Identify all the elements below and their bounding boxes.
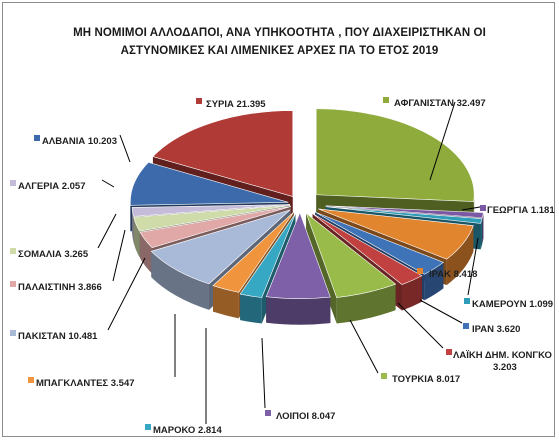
slice-label-13: ΑΛΓΕΡΙΑ 2.057 — [18, 181, 86, 192]
slice-label-11: ΠΑΛΑΙΣΤΙΝΗ 3.866 — [18, 282, 102, 293]
slice-ΠΑΛΑΙΣΤΙΝΗ — [139, 206, 291, 249]
leader-line-7 — [261, 337, 266, 409]
slice-label-15: ΣΥΡΙΑ 21.395 — [206, 99, 266, 110]
slice-rim-6 — [336, 284, 396, 324]
leader-line-6 — [349, 319, 379, 374]
slice-rim-5 — [401, 275, 422, 311]
slice-rim-8 — [240, 294, 262, 324]
leader-line-12 — [97, 213, 117, 249]
chart-title-line-1: ΜΗ ΝΟΜΙΜΟΙ ΑΛΛΟΔΑΠΟΙ, ΑΝΑ ΥΠΗΚΟΟΤΗΤΑ , Π… — [73, 27, 486, 39]
leader-line-5 — [397, 302, 444, 349]
label-marker-15 — [196, 98, 202, 104]
slice-rim-10 — [151, 251, 209, 310]
slice-label-12: ΣΟΜΑΛΙΑ 3.265 — [18, 249, 89, 260]
pie-top-faces — [130, 108, 484, 299]
slice-label-9: ΜΠΑΓΚΛΑΝΤΕΣ 3.547 — [36, 378, 135, 389]
leader-line-0 — [429, 101, 456, 181]
label-marker-14 — [34, 135, 40, 141]
leader-line-4 — [419, 299, 463, 324]
label-marker-3 — [417, 268, 423, 274]
slice-label-5: ΛΑΪΚΗ ΔΗΜ. ΚΟΝΓΚΟ 3.203 — [453, 350, 552, 373]
label-marker-13 — [10, 180, 16, 186]
slice-labels: ΑΦΓΑΝΙΣΤΑΝ 32.497 ΓΕΩΡΓΙΑ 1.181 ΚΑΜΕΡΟΥΝ 1… — [10, 97, 555, 436]
slice-label-1: ΓΕΩΡΓΙΑ 1.181 — [487, 205, 555, 216]
slice-rim-7 — [266, 296, 331, 325]
leader-line-14 — [119, 134, 131, 163]
slice-ΛΟΙΠΟΙ — [265, 211, 331, 299]
slice-label-4: ΙΡΑΝ 3.620 — [472, 324, 520, 335]
slice-label-14: ΑΛΒΑΝΙΑ 10.203 — [42, 136, 117, 147]
slice-ΑΦΓΑΝΙΣΤΑΝ — [315, 108, 475, 202]
slice-label-3: ΙΡΑΚ 8.418 — [429, 269, 477, 280]
slice-label-7: ΛΟΙΠΟΙ 8.047 — [276, 411, 335, 422]
chart-title-line-2: ΑΣΤΥΝΟΜΙΚΕΣ ΚΑΙ ΛΙΜΕΝΙΚΕΣ ΑΡΧΕΣ ΠΑ ΤΟ ΕΤ… — [120, 45, 439, 57]
slice-label-8: ΜΑΡΟΚΟ 2.814 — [153, 425, 222, 436]
label-marker-9 — [28, 377, 34, 383]
label-marker-4 — [463, 323, 469, 329]
slice-ΓΕΩΡΓΙΑ — [325, 205, 484, 219]
label-marker-2 — [464, 298, 470, 304]
label-marker-6 — [381, 373, 387, 379]
slice-ΑΛΒΑΝΙΑ — [130, 161, 289, 206]
label-marker-10 — [10, 330, 16, 336]
label-marker-8 — [145, 424, 151, 430]
slice-rim-9 — [213, 285, 239, 319]
label-marker-5 — [446, 349, 452, 355]
label-marker-11 — [10, 281, 16, 287]
slice-rim-12 — [133, 217, 140, 258]
slice-label-0: ΑΦΓΑΝΙΣΤΑΝ 32.497 — [394, 98, 486, 109]
slice-ΣΥΡΙΑ — [152, 110, 294, 197]
leader-line-13 — [101, 179, 115, 188]
slice-ΣΟΜΑΛΙΑ — [133, 205, 291, 232]
slice-rim-11 — [140, 232, 153, 274]
label-marker-12 — [10, 248, 16, 254]
leader-line-2 — [467, 237, 479, 296]
slice-label-2: ΚΑΜΕΡΟΥΝ 1.099 — [472, 299, 553, 310]
slice-ΙΡΑΚ — [318, 208, 474, 260]
label-marker-1 — [480, 205, 486, 211]
slice-rim-3 — [446, 225, 474, 286]
label-marker-7 — [265, 410, 271, 416]
label-marker-0 — [383, 97, 389, 103]
leader-line-11 — [112, 229, 126, 282]
slice-ΜΠΑΓΚΛΑΝΤΕΣ — [212, 211, 295, 293]
slice-ΑΛΓΕΡΙΑ — [131, 204, 291, 217]
slice-ΛΑΪΚΗ ΔΗΜ. ΚΟΝΓΚΟ — [312, 213, 423, 285]
slice-label-6: ΤΟΥΡΚΙΑ 8.017 — [392, 374, 460, 385]
slice-ΤΟΥΡΚΙΑ — [305, 212, 397, 298]
slice-rim-1 — [482, 212, 484, 244]
slice-label-10: ΠΑΚΙΣΤΑΝ 10.481 — [18, 331, 98, 342]
slice-rim-2 — [480, 218, 483, 250]
leader-line-10 — [107, 257, 146, 331]
slice-ΙΡΑΝ — [314, 211, 445, 275]
slice-ΜΑΡΟΚΟ — [239, 213, 296, 298]
slice-ΠΑΚΙΣΤΑΝ — [150, 209, 291, 285]
slice-ΚΑΜΕΡΟΥΝ — [325, 206, 483, 224]
